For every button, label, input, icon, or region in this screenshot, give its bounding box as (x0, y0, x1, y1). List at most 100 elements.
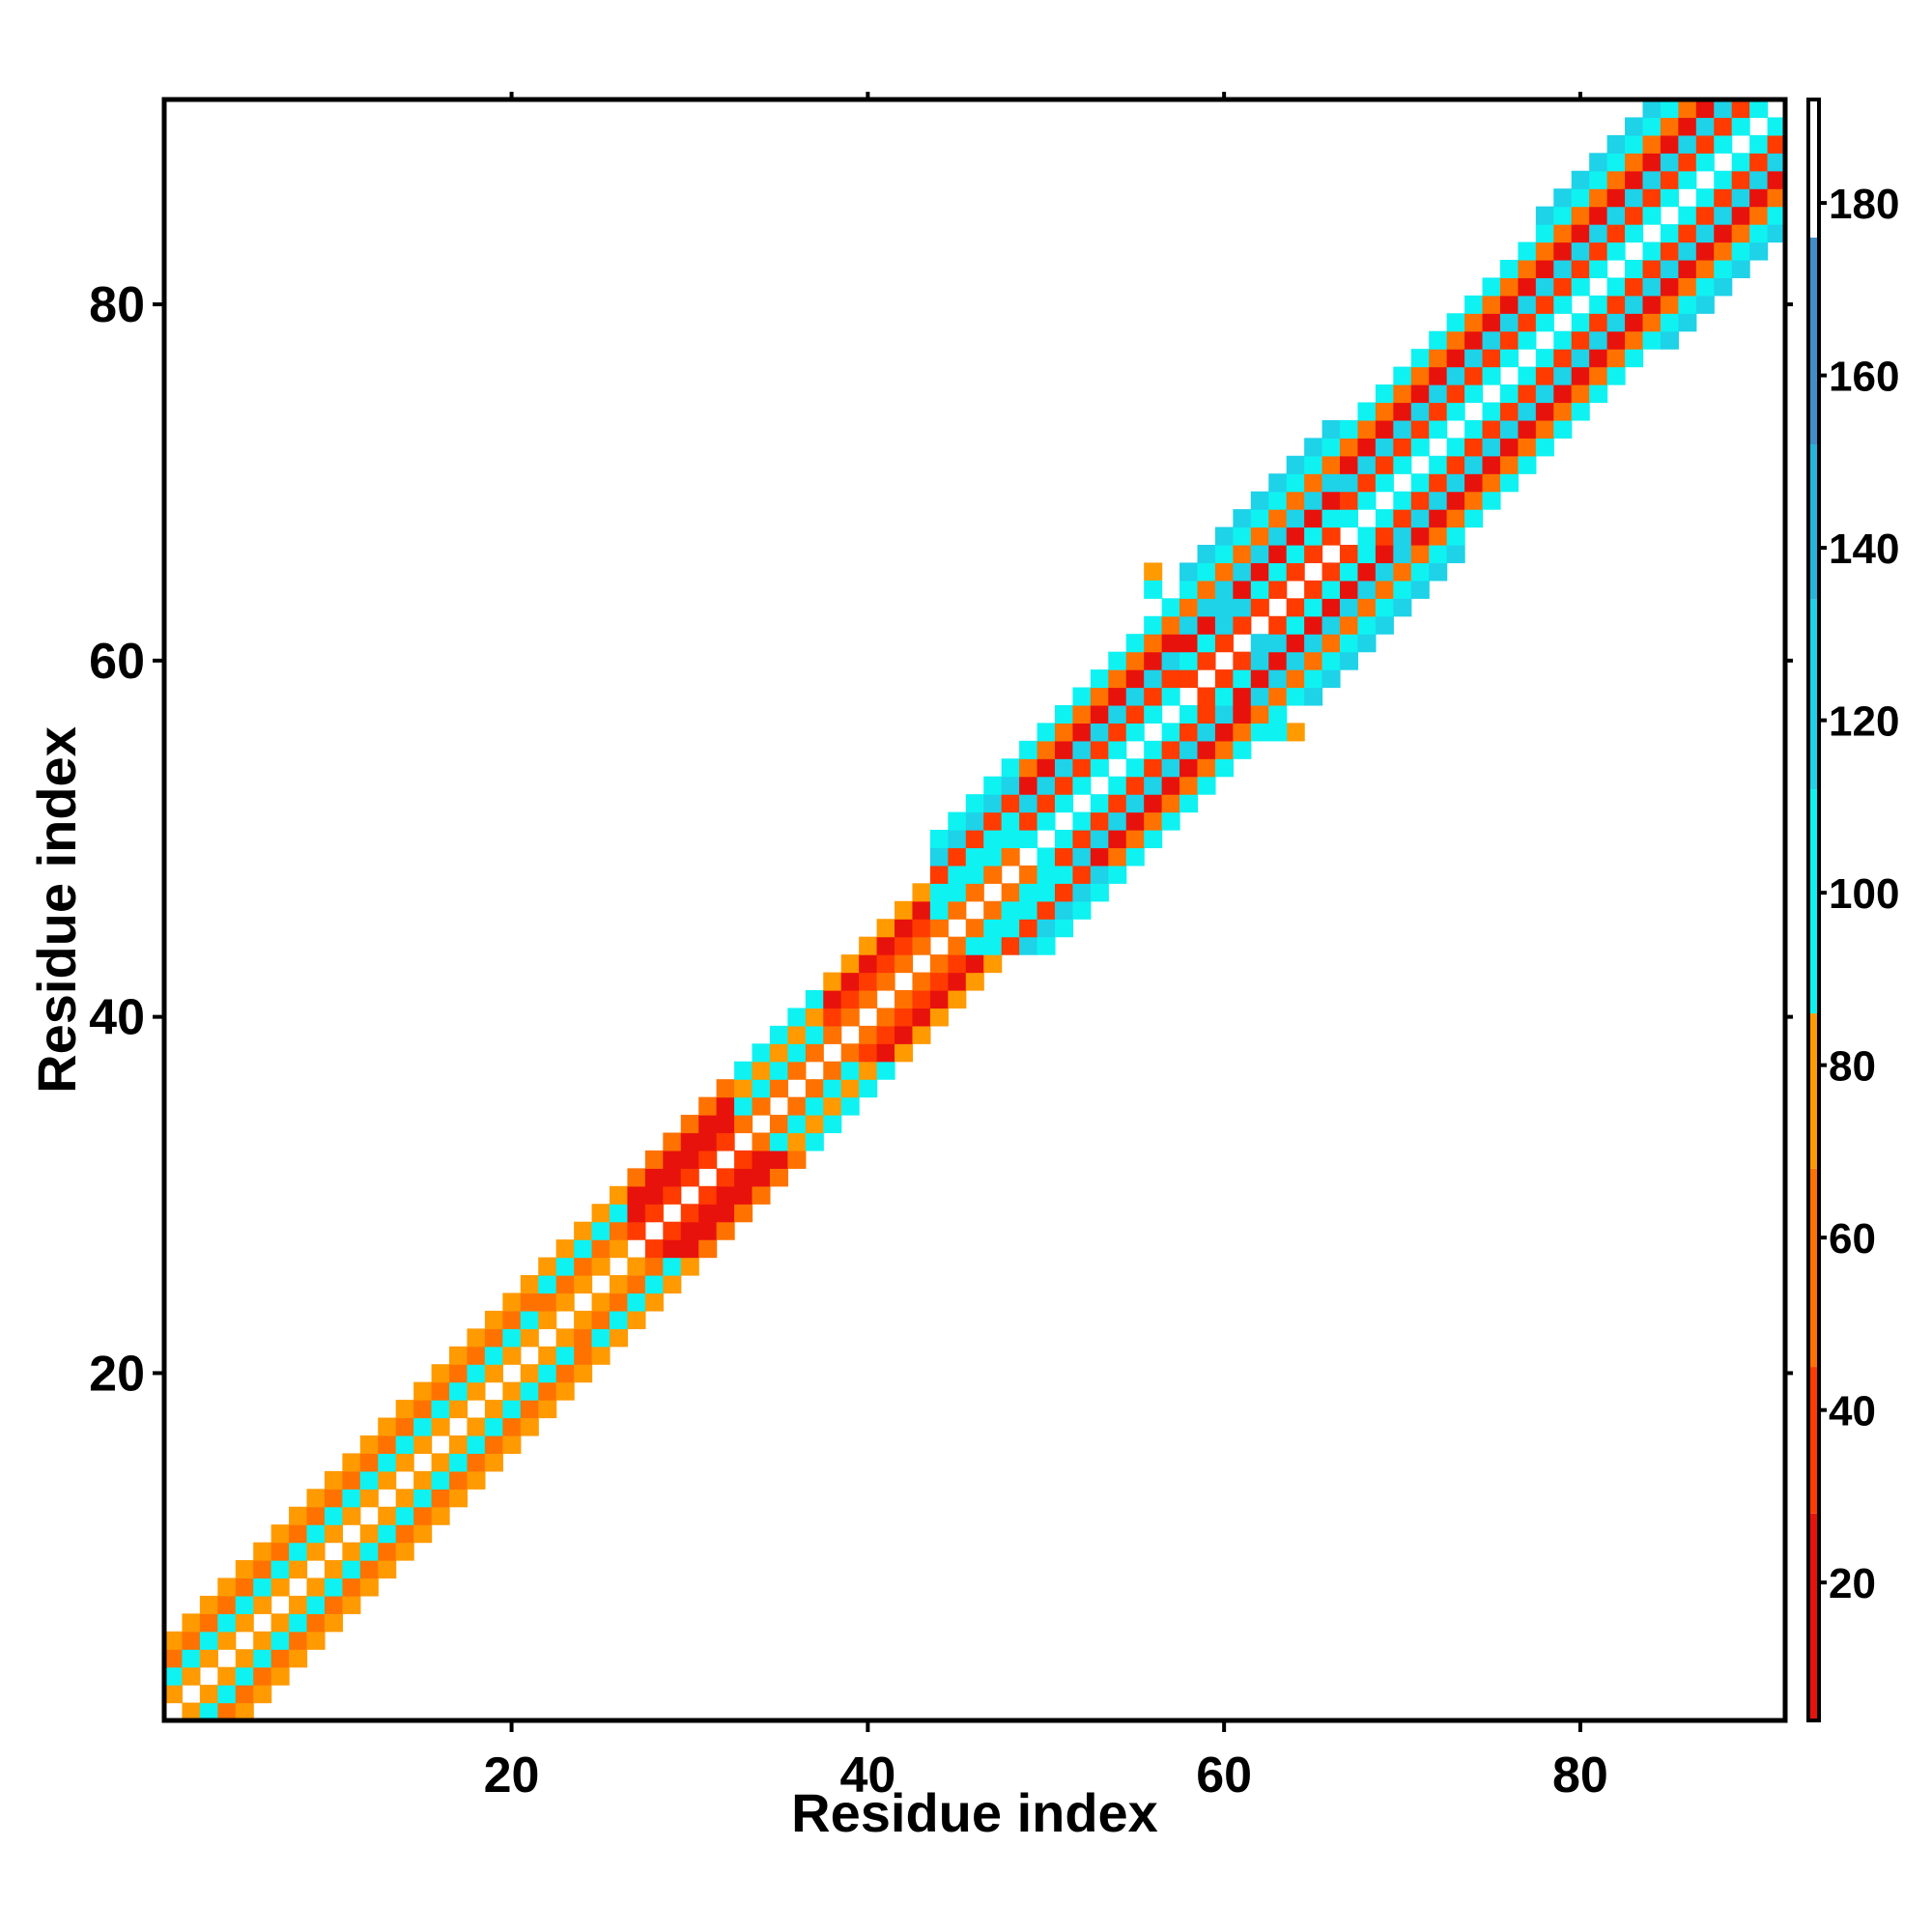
heatmap-cell (449, 1400, 469, 1419)
heatmap-cell (467, 1417, 486, 1436)
heatmap-cell (1001, 794, 1020, 813)
heatmap-cell (1749, 170, 1769, 189)
heatmap-cell (1410, 491, 1430, 510)
heatmap-cell (948, 954, 967, 974)
heatmap-cell (1233, 651, 1252, 670)
heatmap-cell (1286, 526, 1305, 546)
heatmap-cell (1125, 687, 1145, 706)
heatmap-cell (1268, 473, 1288, 493)
heatmap-cell (306, 1506, 326, 1525)
heatmap-cell (1304, 634, 1323, 653)
heatmap-cell (1429, 544, 1448, 564)
heatmap-cell (1286, 598, 1305, 617)
heatmap-cell (1695, 224, 1715, 243)
heatmap-cell (1233, 740, 1252, 759)
heatmap-cell (1375, 544, 1394, 564)
heatmap-cell (395, 1453, 414, 1472)
heatmap-cell (1054, 847, 1074, 867)
heatmap-cell (164, 1649, 184, 1668)
heatmap-cell (1037, 740, 1056, 759)
heatmap-cell (1250, 491, 1269, 510)
heatmap-cell (1410, 438, 1430, 457)
heatmap-cell (734, 1150, 753, 1169)
heatmap-cell (1571, 349, 1590, 368)
heatmap-cell (1125, 723, 1145, 742)
heatmap-cell (449, 1453, 469, 1472)
heatmap-cell (680, 1239, 699, 1259)
heatmap-cell (1144, 811, 1163, 831)
heatmap-cell (253, 1666, 272, 1686)
heatmap-cell (235, 1685, 254, 1704)
heatmap-cell (1233, 526, 1252, 546)
heatmap-cell (1321, 509, 1341, 528)
heatmap-cell (1642, 134, 1662, 154)
y-axis-label: Residue index (26, 726, 87, 1094)
heatmap-cell (627, 1185, 646, 1205)
heatmap-cell (1606, 295, 1626, 314)
heatmap-cell (1660, 224, 1679, 243)
heatmap-cell (1179, 615, 1199, 635)
heatmap-cell (1606, 349, 1626, 368)
heatmap-cell (1375, 526, 1394, 546)
heatmap-cell (1553, 402, 1573, 421)
heatmap-cell (1535, 206, 1554, 225)
heatmap-cell (235, 1649, 254, 1668)
heatmap-cell (1625, 188, 1644, 208)
heatmap-cell (1037, 723, 1056, 742)
heatmap-cell (787, 1132, 807, 1151)
heatmap-cell (1767, 134, 1786, 154)
heatmap-cell (1125, 758, 1145, 778)
heatmap-cell (484, 1310, 503, 1329)
heatmap-cell (859, 1079, 878, 1098)
heatmap-cell (1090, 669, 1109, 689)
heatmap-cell (1499, 419, 1520, 439)
heatmap-cell (1286, 491, 1305, 510)
heatmap-cell (1499, 259, 1520, 278)
heatmap-cell (1393, 562, 1412, 582)
heatmap-cell (199, 1631, 218, 1650)
heatmap-cell (1108, 723, 1127, 742)
heatmap-cell (1233, 544, 1252, 564)
heatmap-cell (413, 1417, 433, 1436)
colorbar-frame (1806, 98, 1821, 1722)
heatmap-cell (752, 1185, 771, 1205)
heatmap-cell (217, 1666, 237, 1686)
heatmap-cell (253, 1631, 272, 1650)
heatmap-cell (698, 1221, 718, 1240)
heatmap-cell (199, 1685, 218, 1704)
heatmap-cell (1410, 509, 1430, 528)
heatmap-cell (1482, 295, 1501, 314)
heatmap-cell (1125, 847, 1145, 867)
heatmap-cell (591, 1310, 611, 1329)
heatmap-cell (895, 936, 914, 955)
heatmap-cell (1464, 473, 1484, 493)
heatmap-cell (1625, 295, 1644, 314)
heatmap-cell (1161, 740, 1180, 759)
heatmap-cell (395, 1417, 414, 1436)
heatmap-cell (895, 1043, 914, 1063)
heatmap-cell (1589, 384, 1608, 404)
heatmap-cell (520, 1400, 539, 1419)
heatmap-cell (1375, 562, 1394, 582)
heatmap-cell (574, 1310, 593, 1329)
heatmap-cell (1197, 615, 1216, 635)
x-axis-ticks: 20 40 60 80 (484, 92, 1608, 1804)
heatmap-cell (359, 1470, 379, 1490)
heatmap-cell (1268, 704, 1288, 724)
heatmap-cell (449, 1346, 469, 1365)
heatmap-cell (1429, 491, 1448, 510)
heatmap-cell (1625, 117, 1644, 136)
heatmap-cell (840, 989, 860, 1009)
heatmap-cell (1250, 598, 1269, 617)
heatmap-cell (1464, 438, 1484, 457)
heatmap-cell (1286, 509, 1305, 528)
heatmap-cell (1678, 277, 1697, 297)
heatmap-cell (752, 1132, 771, 1151)
heatmap-cell (1589, 349, 1608, 368)
heatmap-cell (467, 1346, 486, 1365)
heatmap-cell (1054, 900, 1074, 920)
heatmap-cell (1606, 188, 1626, 208)
heatmap-cell (199, 1649, 218, 1668)
heatmap-cell (895, 1008, 914, 1027)
heatmap-cell (627, 1168, 646, 1187)
